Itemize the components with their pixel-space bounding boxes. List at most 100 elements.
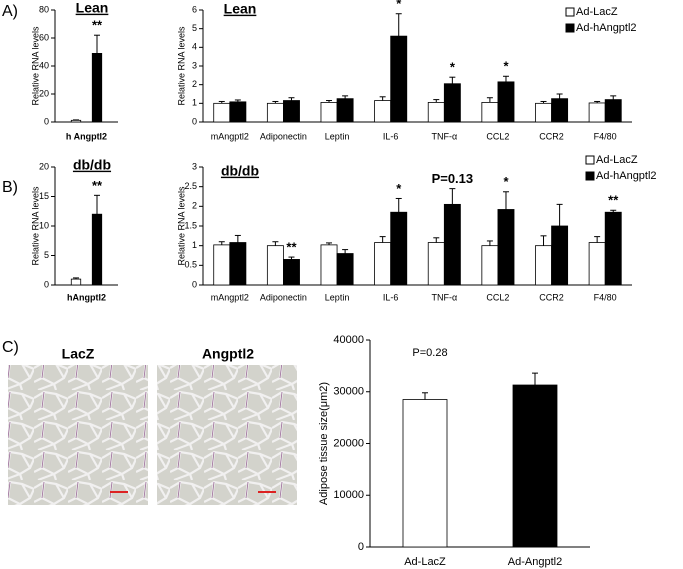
- y-tick-label: 20: [39, 161, 49, 171]
- y-tick-label: 1: [192, 240, 197, 250]
- x-tick-label: Ad-LacZ: [404, 556, 446, 568]
- panel-label: C): [2, 339, 19, 356]
- x-axis-label: hAngptl2: [67, 292, 106, 302]
- bar: [229, 242, 247, 286]
- y-tick-label: 1.5: [184, 220, 197, 230]
- significance-label: P=0.13: [432, 171, 474, 186]
- bar: [551, 98, 569, 123]
- x-tick-label: CCL2: [486, 292, 509, 302]
- legend-label: Ad-hAngptl2: [576, 22, 637, 34]
- bar: [443, 203, 461, 286]
- bar: [229, 101, 247, 123]
- bar: [91, 213, 103, 286]
- significance-label: **: [92, 18, 103, 33]
- legend-swatch: [585, 155, 595, 165]
- x-tick-label: Adiponectin: [260, 292, 307, 302]
- y-tick-label: 15: [39, 191, 49, 201]
- x-tick-label: Ad-Angptl2: [508, 556, 562, 568]
- y-tick-label: 0: [44, 116, 49, 126]
- y-tick-label: 80: [39, 4, 49, 14]
- x-axis-label: h Angptl2: [66, 131, 107, 141]
- bar: [283, 259, 300, 286]
- bar: [427, 242, 445, 286]
- image-label: LacZ: [62, 346, 95, 362]
- x-tick-label: F4/80: [594, 131, 617, 141]
- chart-title: db/db: [73, 157, 111, 173]
- y-tick-label: 30000: [333, 386, 364, 398]
- significance-label: **: [608, 193, 619, 208]
- x-tick-label: CCL2: [486, 131, 509, 141]
- significance-label: *: [503, 59, 509, 74]
- x-tick-label: IL-6: [383, 292, 399, 302]
- y-tick-label: 2: [192, 79, 197, 89]
- y-tick-label: 20000: [333, 437, 364, 449]
- chart-title: Lean: [224, 1, 257, 17]
- bar: [266, 245, 284, 286]
- bar: [588, 102, 606, 123]
- legend-swatch: [565, 7, 575, 17]
- bar: [70, 278, 82, 286]
- x-tick-label: IL-6: [383, 131, 399, 141]
- histology-image: [157, 365, 297, 505]
- bar: [402, 399, 448, 548]
- significance-label: *: [396, 181, 402, 196]
- y-tick-label: 20: [39, 88, 49, 98]
- legend-swatch: [565, 23, 575, 33]
- bar: [443, 83, 461, 123]
- bar: [497, 81, 515, 123]
- legend-label: Ad-LacZ: [596, 154, 638, 166]
- chart-title: Lean: [76, 0, 109, 16]
- y-tick-label: 5: [192, 23, 197, 33]
- significance-label: *: [396, 0, 402, 11]
- y-tick-label: 4: [192, 42, 197, 52]
- bar: [374, 242, 392, 286]
- y-tick-label: 40: [39, 60, 49, 70]
- bar: [551, 225, 569, 286]
- y-tick-label: 0: [192, 116, 197, 126]
- significance-label: *: [450, 60, 456, 75]
- bar: [535, 245, 552, 286]
- bar: [481, 245, 499, 286]
- x-tick-label: mAngptl2: [211, 292, 249, 302]
- y-axis-label: Adipose tissue size(μm2): [318, 382, 330, 505]
- bar: [91, 53, 103, 123]
- x-tick-label: Leptin: [325, 292, 350, 302]
- x-tick-label: CCR2: [539, 131, 564, 141]
- bar: [588, 242, 606, 286]
- bar: [604, 99, 622, 123]
- significance-label: *: [503, 174, 509, 189]
- y-tick-label: 3: [192, 161, 197, 171]
- y-tick-label: 60: [39, 32, 49, 42]
- significance-label: **: [286, 240, 297, 255]
- y-tick-label: 40000: [333, 334, 364, 346]
- bar: [512, 384, 558, 548]
- y-tick-label: 10000: [333, 489, 364, 501]
- y-tick-label: 0: [358, 541, 364, 553]
- x-tick-label: CCR2: [539, 292, 564, 302]
- y-tick-label: 2.5: [184, 181, 197, 191]
- y-axis-label: Relative RNA levels: [176, 186, 186, 266]
- y-axis-label: Relative RNA levels: [176, 26, 186, 106]
- y-tick-label: 5: [44, 250, 49, 260]
- bar: [497, 209, 515, 286]
- y-axis-label: Relative RNA levels: [30, 26, 40, 106]
- bar: [283, 100, 300, 123]
- bar: [481, 102, 499, 123]
- bar: [266, 102, 284, 123]
- y-tick-label: 6: [192, 4, 197, 14]
- bar: [427, 102, 445, 123]
- x-tick-label: mAngptl2: [211, 131, 249, 141]
- x-tick-label: F4/80: [594, 292, 617, 302]
- legend-label: Ad-hAngptl2: [596, 170, 657, 182]
- legend-label: Ad-LacZ: [576, 6, 618, 18]
- x-tick-label: Leptin: [325, 131, 350, 141]
- annotation: P=0.28: [412, 347, 447, 359]
- y-tick-label: 3: [192, 60, 197, 70]
- histology-image: [8, 365, 148, 505]
- legend-swatch: [585, 171, 595, 181]
- bar: [374, 100, 392, 123]
- y-tick-label: 0.5: [184, 260, 197, 270]
- bar: [535, 102, 552, 123]
- y-tick-label: 2: [192, 201, 197, 211]
